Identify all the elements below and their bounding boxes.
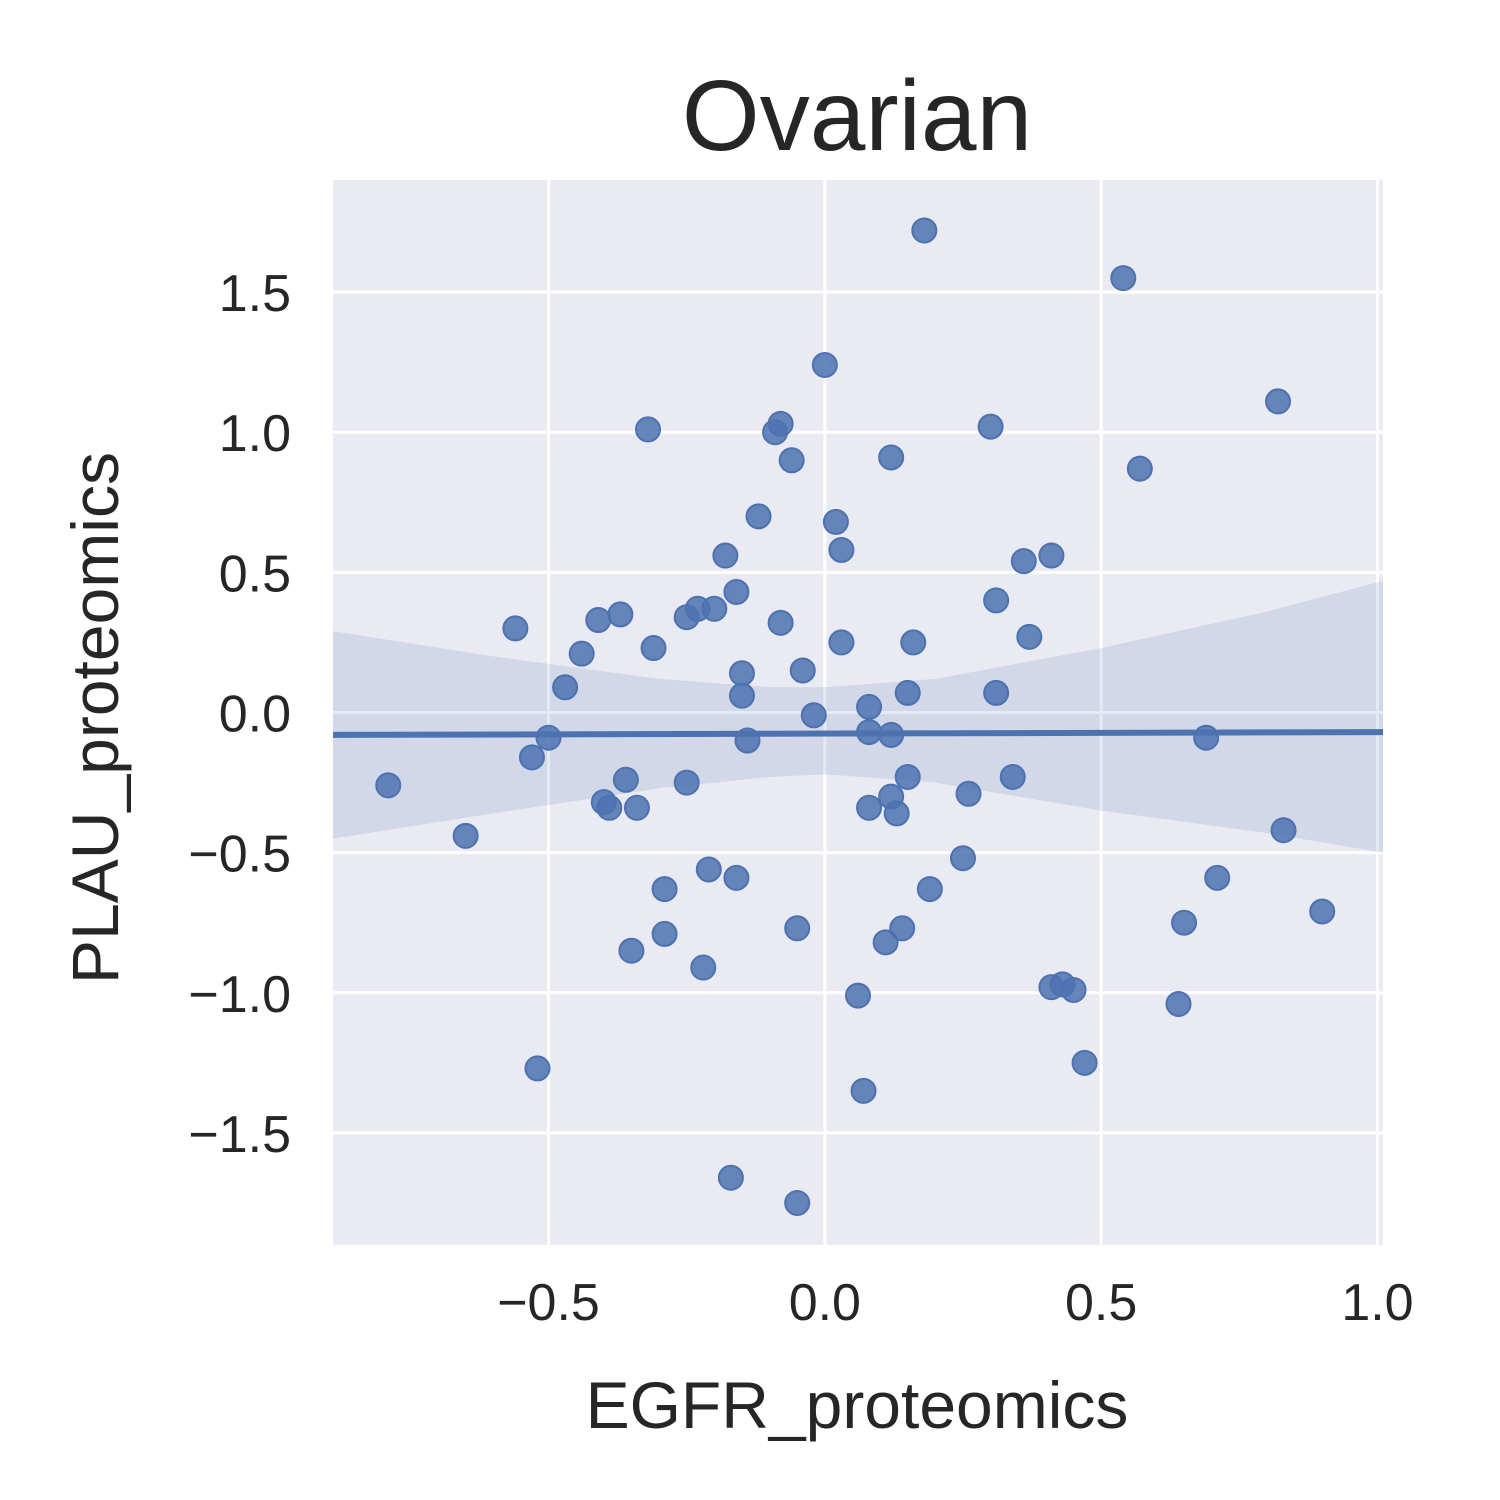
scatter-point-31 bbox=[789, 657, 816, 684]
scatter-point-35 bbox=[728, 682, 755, 709]
scatter-point-34 bbox=[894, 679, 921, 706]
scatter-point-29 bbox=[900, 629, 927, 656]
scatter-point-37 bbox=[856, 693, 883, 720]
scatter-point-25 bbox=[767, 609, 794, 636]
scatter-point-18 bbox=[983, 587, 1010, 614]
scatter-point-8 bbox=[778, 447, 805, 474]
scatter-point-6 bbox=[762, 419, 789, 446]
confidence-band bbox=[333, 580, 1383, 853]
scatter-point-15 bbox=[1038, 542, 1065, 569]
scatter-point-13 bbox=[828, 536, 855, 563]
scatter-point-41 bbox=[535, 724, 562, 751]
scatter-point-59 bbox=[950, 845, 976, 872]
scatter-point-49 bbox=[375, 772, 402, 799]
y-tick-label-5: −1.0 bbox=[188, 966, 291, 1024]
scatter-point-71 bbox=[618, 937, 645, 964]
scatter-point-48 bbox=[999, 763, 1026, 790]
x-tick-label-3: 1.0 bbox=[1341, 1274, 1413, 1332]
scatter-point-30 bbox=[568, 640, 595, 667]
y-axis-ticks: 1.5 1.0 0.5 0.0 −0.5 −1.0 −1.5 bbox=[188, 265, 291, 1164]
scatter-point-64 bbox=[916, 876, 943, 903]
scatter-point-4 bbox=[635, 416, 661, 443]
scatter-point-47 bbox=[894, 763, 921, 790]
scatter-point-33 bbox=[552, 674, 579, 701]
scatter-point-60 bbox=[695, 856, 722, 883]
x-axis-label: EGFR_proteomics bbox=[586, 1368, 1129, 1442]
scatter-point-45 bbox=[612, 766, 639, 793]
scatter-points bbox=[375, 217, 1336, 1216]
scatter-point-3 bbox=[1265, 388, 1291, 415]
scatter-point-69 bbox=[651, 920, 678, 947]
y-tick-label-3: 0.0 bbox=[219, 686, 291, 744]
scatter-point-56 bbox=[883, 800, 910, 827]
x-tick-label-1: 0.0 bbox=[789, 1274, 861, 1332]
x-tick-label-2: 0.5 bbox=[1065, 1274, 1137, 1332]
scatter-point-9 bbox=[878, 444, 905, 471]
scatter-point-11 bbox=[745, 503, 772, 530]
scatter-point-78 bbox=[1071, 1049, 1098, 1076]
scatter-point-12 bbox=[822, 508, 849, 535]
scatter-point-81 bbox=[717, 1164, 744, 1191]
scatter-point-36 bbox=[983, 679, 1010, 706]
y-tick-label-2: 0.5 bbox=[219, 545, 291, 603]
scatter-point-0 bbox=[911, 217, 938, 244]
scatter-point-44 bbox=[518, 744, 545, 771]
scatter-point-72 bbox=[690, 954, 717, 981]
scatter-point-54 bbox=[623, 794, 650, 821]
scatter-point-7 bbox=[977, 413, 1004, 440]
scatter-point-43 bbox=[1193, 724, 1220, 751]
scatter-point-50 bbox=[955, 780, 982, 807]
scatter-point-42 bbox=[734, 727, 761, 754]
scatter-point-61 bbox=[723, 864, 750, 891]
scatter-point-68 bbox=[889, 915, 916, 942]
scatter-point-10 bbox=[1126, 455, 1153, 482]
scatter-point-32 bbox=[728, 660, 755, 687]
scatter-point-75 bbox=[1060, 976, 1087, 1003]
scatter-point-2 bbox=[811, 351, 838, 378]
scatter-point-55 bbox=[856, 794, 883, 821]
scatter-point-82 bbox=[784, 1189, 811, 1216]
scatter-point-16 bbox=[1010, 548, 1037, 575]
y-tick-label-4: −0.5 bbox=[188, 826, 291, 884]
scatter-point-23 bbox=[585, 607, 612, 634]
scatter-point-26 bbox=[1016, 623, 1043, 650]
x-tick-label-0: −0.5 bbox=[497, 1274, 600, 1332]
scatter-point-79 bbox=[524, 1055, 551, 1082]
scatter-point-63 bbox=[651, 876, 678, 903]
scatter-point-62 bbox=[1204, 864, 1231, 891]
scatter-point-28 bbox=[828, 629, 855, 656]
scatter-point-22 bbox=[673, 604, 700, 631]
scatter-point-58 bbox=[452, 822, 479, 849]
y-tick-label-1: 1.0 bbox=[219, 405, 291, 463]
chart-title: Ovarian bbox=[682, 60, 1032, 172]
scatter-point-14 bbox=[712, 542, 739, 569]
scatter-point-21 bbox=[701, 595, 728, 622]
scatter-point-57 bbox=[1270, 817, 1297, 844]
scatter-point-38 bbox=[800, 702, 827, 729]
scatter-point-1 bbox=[1110, 265, 1137, 292]
scatter-point-66 bbox=[1171, 909, 1198, 936]
scatter-point-76 bbox=[845, 982, 871, 1009]
scatter-point-53 bbox=[596, 794, 623, 821]
scatter-point-17 bbox=[723, 578, 750, 605]
y-tick-label-6: −1.5 bbox=[188, 1106, 291, 1164]
scatter-point-24 bbox=[502, 615, 529, 642]
scatter-point-39 bbox=[856, 719, 883, 746]
scatter-point-65 bbox=[1309, 898, 1336, 925]
scatter-point-77 bbox=[1165, 990, 1192, 1017]
scatter-point-80 bbox=[850, 1077, 877, 1104]
y-tick-label-0: 1.5 bbox=[219, 265, 291, 323]
scatter-point-19 bbox=[607, 601, 634, 628]
scatter-point-46 bbox=[673, 769, 700, 796]
scatter-point-40 bbox=[878, 721, 905, 748]
scatter-point-67 bbox=[784, 915, 811, 942]
scatter-point-70 bbox=[872, 929, 899, 956]
scatter-point-27 bbox=[640, 635, 667, 662]
y-axis-label: PLAU_proteomics bbox=[58, 452, 132, 984]
x-axis-ticks: −0.5 0.0 0.5 1.0 bbox=[497, 1274, 1413, 1332]
